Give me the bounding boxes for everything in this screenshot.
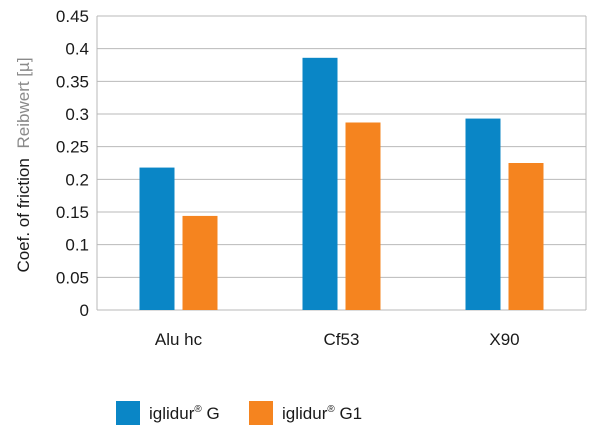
legend-label-sup: ® [327,404,335,415]
y-tick-label: 0.1 [65,236,89,255]
y-tick-label: 0.25 [56,138,89,157]
bar-iglidur-g1-cf53 [345,122,381,310]
legend-item: iglidur® G1 [249,401,362,425]
bar-iglidur-g1-x90 [508,163,544,310]
y-tick-label: 0.45 [56,7,89,26]
y-axis-label-primary: Coef. of friction [14,158,33,272]
bar-iglidur-g-alu-hc [139,167,175,310]
x-tick-label: Cf53 [324,330,360,349]
grid-lines [96,15,587,311]
legend-label-suffix: G1 [335,404,362,423]
y-tick-label: 0.35 [56,72,89,91]
y-tick-label: 0.2 [65,170,89,189]
y-tick-labels: 0 0.05 0.1 0.15 0.2 0.25 0.3 0.35 0.4 0.45 [56,7,89,320]
legend-label-suffix: G [202,404,220,423]
y-tick-label: 0.05 [56,268,89,287]
legend-label: iglidur® G1 [282,404,362,423]
bar-iglidur-g-cf53 [302,57,338,311]
y-tick-label: 0 [80,301,89,320]
legend-swatch [116,401,140,425]
y-tick-label: 0.4 [65,40,89,59]
x-tick-label: X90 [489,330,519,349]
legend-label: iglidur® G [149,404,220,423]
y-axis-label: Coef. of friction Reibwert [µ] [14,57,33,272]
bar-iglidur-g1-alu-hc [182,215,218,310]
y-tick-label: 0.3 [65,105,89,124]
bar-iglidur-g-x90 [465,118,501,310]
x-tick-label: Alu hc [155,330,203,349]
x-tick-labels: Alu hc Cf53 X90 [155,330,520,349]
y-tick-label: 0.15 [56,203,89,222]
legend-label-sup: ® [194,404,202,415]
legend-swatch [249,401,273,425]
legend-label-name: iglidur [149,404,195,423]
legend-item: iglidur® G [116,401,220,425]
y-axis-label-secondary: Reibwert [µ] [14,57,33,148]
legend-label-name: iglidur [282,404,328,423]
bars [139,57,544,311]
